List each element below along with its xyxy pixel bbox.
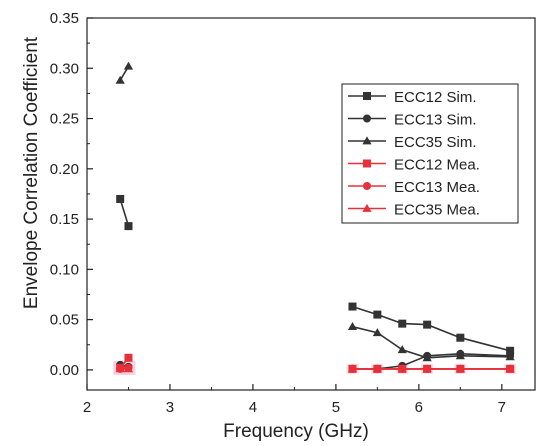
y-axis-title: Envelope Correlation Coefficient: [21, 36, 42, 309]
series-0: [116, 194, 515, 355]
series-2-point-1-2: [397, 345, 407, 354]
x-tick-label-0: 2: [83, 399, 91, 416]
y-tick-label-0: 0.00: [50, 362, 79, 379]
series-0-point-1-5: [506, 346, 515, 355]
y-tick-label-3: 0.15: [50, 211, 79, 228]
legend-item-1: ECC13 Sim.: [348, 112, 477, 129]
series-5-point-0-1: [123, 364, 134, 373]
x-tick-label-4: 6: [415, 399, 423, 416]
series-0-line-0: [119, 198, 130, 227]
series-0-point-1-3: [423, 320, 432, 329]
legend-marker-4: [363, 182, 371, 190]
legend-item-4: ECC13 Mea.: [348, 179, 480, 196]
legend: ECC12 Sim. ECC13 Sim. ECC35 Sim. ECC12 Mea.…: [341, 83, 519, 224]
series-2-point-1-1: [372, 328, 382, 337]
series-0-point-0-1: [124, 222, 133, 231]
series-2: [115, 61, 515, 362]
series-5-point-1-5: [505, 364, 515, 373]
legend-label-1: ECC13 Sim.: [394, 112, 477, 129]
plot-area: [113, 61, 517, 375]
legend-marker-5: [362, 203, 372, 212]
legend-label-3: ECC12 Mea.: [394, 157, 480, 174]
y-tick-label-2: 0.10: [50, 261, 79, 278]
y-tick-label-4: 0.20: [50, 161, 79, 178]
series-0-point-1-1: [373, 310, 382, 319]
series-5-point-1-0: [347, 364, 358, 373]
series-2-point-1-5: [505, 352, 515, 361]
y-tick-label-7: 0.35: [50, 10, 79, 27]
series-0-point-1-0: [348, 302, 357, 311]
y-tick-label-6: 0.30: [50, 60, 79, 77]
x-tick-label-1: 3: [166, 399, 174, 416]
legend-label-4: ECC13 Mea.: [394, 179, 480, 196]
series-5-point-1-1: [372, 364, 382, 373]
legend-item-5: ECC35 Mea.: [348, 202, 480, 219]
legend-marker-3: [363, 159, 371, 168]
series-3-point-0-1: [124, 353, 133, 362]
x-tick-label-5: 7: [498, 399, 506, 416]
legend-label-5: ECC35 Mea.: [394, 202, 480, 219]
series-2-point-1-0: [347, 322, 358, 331]
legend-marker-2: [362, 136, 372, 145]
legend-marker-1: [363, 114, 371, 123]
series-2-point-1-3: [422, 353, 432, 362]
series-5-point-0-0: [115, 364, 125, 373]
series-2-line-1: [352, 325, 511, 359]
legend-label-2: ECC35 Sim.: [394, 134, 477, 151]
legend-label-0: ECC12 Sim.: [394, 89, 477, 106]
series-0-line-1: [352, 305, 511, 352]
legend-item-3: ECC12 Mea.: [348, 157, 480, 174]
series-0-point-0-0: [116, 194, 125, 203]
y-tick-label-5: 0.25: [50, 111, 79, 128]
series-2-point-0-0: [115, 75, 125, 84]
axes: 2 3 4 5 6 7 0.00 0.05 0.10 0.15 0.20 0.25 0.30 0.35: [50, 10, 536, 416]
series-0-point-1-2: [398, 319, 407, 328]
series-0-point-1-4: [456, 333, 465, 342]
series-5-point-1-2: [397, 364, 407, 373]
legend-box: [341, 83, 519, 224]
series-2-point-1-4: [455, 351, 465, 360]
series-5: [115, 364, 515, 373]
y-tick-label-1: 0.05: [50, 312, 79, 329]
series-5-point-1-4: [455, 364, 465, 373]
series-2-point-0-1: [123, 61, 134, 70]
x-axis-title: Frequency (GHz): [223, 421, 369, 442]
plot-frame: [86, 17, 536, 391]
legend-item-2: ECC35 Sim.: [348, 134, 477, 151]
legend-item-0: ECC12 Sim.: [348, 89, 477, 106]
legend-marker-0: [363, 92, 371, 100]
series-5-point-1-3: [422, 364, 432, 373]
x-tick-label-2: 4: [249, 399, 257, 416]
x-tick-label-3: 5: [332, 399, 340, 416]
